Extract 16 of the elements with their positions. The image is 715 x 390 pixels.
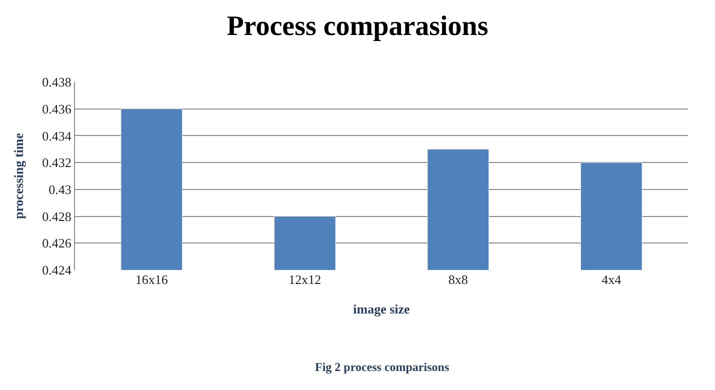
y-tick-label: 0.438 [42, 74, 72, 90]
y-tick-label: 0.424 [42, 262, 72, 278]
x-tick-label: 4x4 [602, 272, 622, 287]
x-tick-label: 8x8 [448, 272, 468, 287]
chart-title: Process comparasions [226, 11, 488, 42]
caption: Fig 2 process comparisons [315, 360, 450, 374]
y-axis-title: processing time [11, 132, 26, 220]
y-tick-label: 0.428 [42, 208, 72, 224]
y-tick-label: 0.426 [42, 236, 72, 251]
y-tick-label: 0.432 [42, 155, 72, 170]
x-axis-title: image size [353, 302, 410, 317]
x-tick-label: 12x12 [288, 272, 322, 287]
y-tick-label: 0.436 [42, 101, 72, 116]
x-tick-label: 16x16 [135, 272, 168, 287]
y-tick-label: 0.434 [42, 128, 72, 144]
y-tick-label: 0.43 [48, 182, 72, 197]
